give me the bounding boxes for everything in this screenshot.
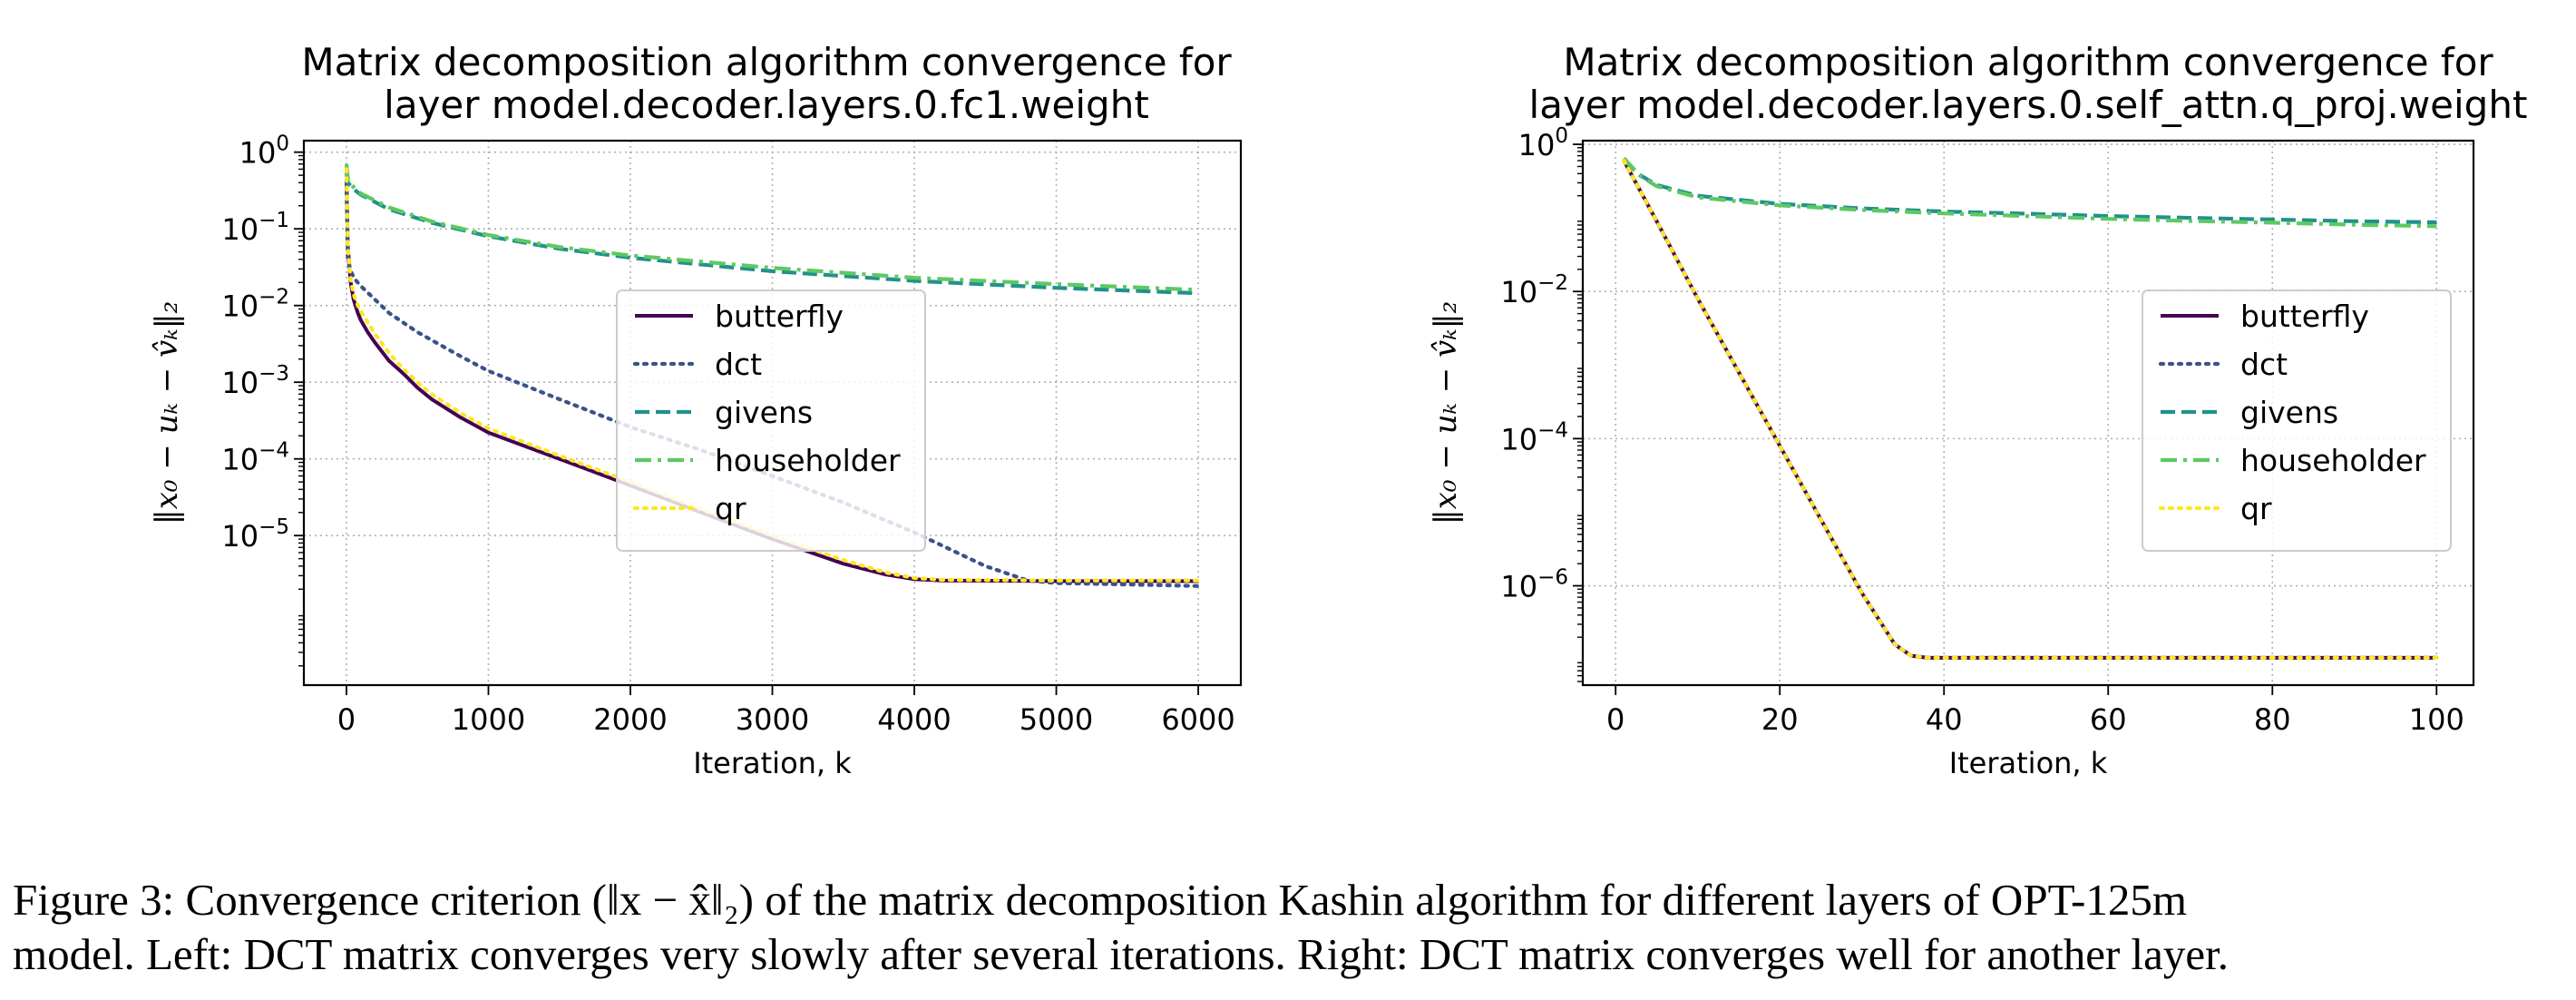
legend-label-butterfly: butterfly <box>715 299 844 334</box>
y-tick-label: 10−4 <box>1500 418 1568 456</box>
y-tick-label: 10−4 <box>221 439 289 477</box>
legend-label-dct: dct <box>2240 347 2288 382</box>
series-line-qr <box>344 167 1201 583</box>
chart-title-line: Matrix decomposition algorithm convergen… <box>1563 40 2493 84</box>
axes-frame <box>302 139 1243 687</box>
chart-title-line: layer model.decoder.layers.0.self_attn.q… <box>1529 83 2528 127</box>
legend: butterfly dct givens householder qr <box>616 289 926 552</box>
x-tick-label: 80 <box>2254 702 2291 737</box>
axes-frame <box>1581 139 2475 687</box>
x-tick-label: 0 <box>1606 702 1625 737</box>
legend: butterfly dct givens householder qr <box>2142 289 2452 552</box>
figure-caption: Figure 3: Convergence criterion (‖x − x̂… <box>13 873 2563 982</box>
y-tick-label: 10−5 <box>221 515 289 554</box>
caption-line-1: Figure 3: Convergence criterion (‖x − x̂… <box>13 875 2187 925</box>
y-tick-label: 10−1 <box>221 209 289 247</box>
x-axis-label: Iteration, k <box>1949 746 2108 780</box>
x-tick-label: 5000 <box>1020 702 1093 737</box>
legend-label-householder: householder <box>2240 443 2426 478</box>
legend-box <box>616 289 926 552</box>
x-tick-label: 3000 <box>736 702 809 737</box>
x-axis-label: Iteration, k <box>693 746 852 780</box>
y-tick-label: 10−3 <box>221 362 289 400</box>
y-tick-label: 10−2 <box>221 286 289 324</box>
left-chart: Matrix decomposition algorithm convergen… <box>149 40 1243 780</box>
legend-label-qr: qr <box>2240 491 2272 526</box>
series-lines <box>1622 156 2439 660</box>
figure: Matrix decomposition algorithm convergen… <box>149 40 2527 780</box>
series-lines <box>344 163 1201 588</box>
chart-title-line: layer model.decoder.layers.0.fc1.weight <box>384 83 1149 127</box>
legend-label-dct: dct <box>715 347 762 382</box>
x-tick-label: 2000 <box>593 702 667 737</box>
legend-label-givens: givens <box>2240 395 2338 430</box>
x-tick-label: 6000 <box>1161 702 1234 737</box>
series-line-givens <box>1622 159 2437 225</box>
legend-label-givens: givens <box>715 395 813 430</box>
right-chart: Matrix decomposition algorithm convergen… <box>1428 40 2527 780</box>
series-line-butterfly <box>345 178 1198 583</box>
legend-label-qr: qr <box>715 491 746 526</box>
y-axis-label: ‖x₀ − uₖ − v̂ₖ‖₂ <box>1428 301 1464 525</box>
series-line-qr <box>1622 158 2439 660</box>
y-axis-label: ‖x₀ − uₖ − v̂ₖ‖₂ <box>149 301 185 525</box>
x-tick-label: 20 <box>1761 702 1799 737</box>
x-tick-label: 4000 <box>877 702 951 737</box>
x-tick-label: 60 <box>2090 702 2127 737</box>
x-tick-label: 100 <box>2409 702 2464 737</box>
series-line-householder <box>344 163 1199 292</box>
legend-label-butterfly: butterfly <box>2240 299 2369 334</box>
x-tick-label: 0 <box>337 702 356 737</box>
y-tick-label: 10−2 <box>1500 271 1568 309</box>
caption-line-2: model. Left: DCT matrix converges very s… <box>13 929 2229 979</box>
y-tick-label: 10−6 <box>1500 566 1568 604</box>
x-tick-label: 1000 <box>452 702 525 737</box>
legend-box <box>2142 289 2452 552</box>
y-tick-label: 100 <box>1518 124 1568 162</box>
chart-title-line: Matrix decomposition algorithm convergen… <box>301 40 1232 84</box>
series-line-givens <box>344 172 1199 296</box>
series-line-dct <box>344 181 1201 588</box>
y-tick-label: 100 <box>239 132 289 171</box>
x-tick-label: 40 <box>1926 702 1963 737</box>
legend-label-householder: householder <box>715 443 901 478</box>
series-line-householder <box>1622 156 2437 229</box>
